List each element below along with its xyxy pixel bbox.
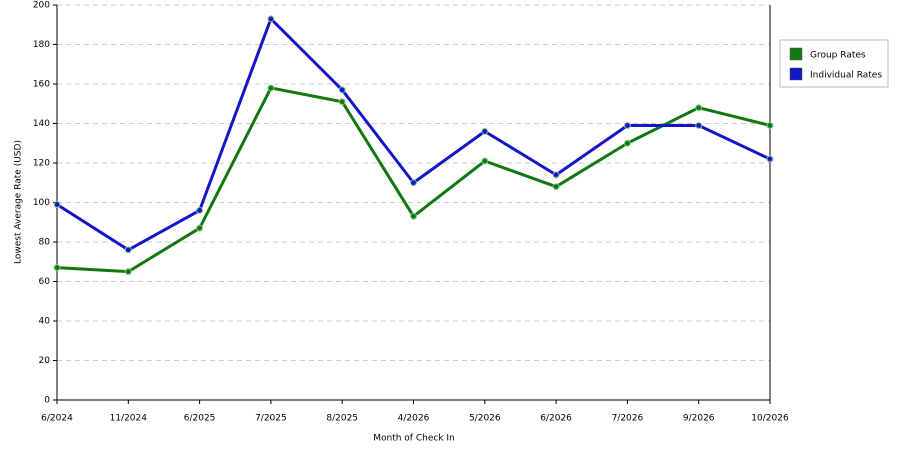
point (552, 171, 560, 179)
point (623, 139, 631, 147)
point (124, 246, 132, 254)
point (267, 84, 275, 92)
y-tick-label: 140 (33, 119, 50, 129)
legend-label: Group Rates (810, 51, 866, 61)
x-tick-label: 10/2026 (751, 414, 789, 424)
x-tick-label: 6/2026 (540, 414, 572, 424)
y-axis-label: Lowest Average Rate (USD) (14, 140, 24, 264)
y-tick-label: 0 (44, 396, 50, 406)
point (552, 183, 560, 191)
x-tick-label: 8/2025 (326, 414, 358, 424)
y-tick-label: 80 (39, 238, 51, 248)
point (410, 212, 417, 220)
point (53, 200, 61, 208)
point (695, 104, 703, 112)
point (481, 157, 489, 165)
point (124, 268, 132, 276)
x-tick-label: 4/2026 (398, 414, 430, 424)
point (695, 121, 703, 129)
point (196, 206, 204, 214)
x-tick-label: 7/2026 (612, 414, 644, 424)
x-tick-label: 7/2025 (255, 414, 287, 424)
legend-swatch (789, 47, 803, 61)
point (623, 121, 631, 129)
point (338, 86, 346, 94)
point (267, 15, 275, 23)
y-tick-label: 160 (33, 80, 50, 90)
point (410, 179, 417, 187)
x-axis-label: Month of Check In (373, 434, 455, 444)
x-tick-label: 6/2025 (184, 414, 216, 424)
point (481, 127, 489, 135)
y-tick-label: 20 (39, 356, 51, 366)
point (766, 121, 774, 129)
y-tick-label: 180 (33, 40, 50, 50)
y-tick-label: 40 (39, 317, 51, 327)
legend-swatch (789, 67, 803, 81)
x-tick-label: 9/2026 (683, 414, 715, 424)
point (338, 98, 346, 106)
point (766, 155, 774, 163)
x-tick-label: 6/2024 (41, 414, 73, 424)
x-tick-label: 11/2024 (110, 414, 148, 424)
y-tick-label: 60 (39, 277, 51, 287)
y-tick-label: 120 (33, 159, 50, 169)
legend-label: Individual Rates (810, 71, 882, 81)
y-tick-label: 200 (33, 1, 50, 11)
point (53, 264, 61, 272)
point (196, 224, 204, 232)
y-tick-label: 100 (33, 198, 50, 208)
x-tick-label: 5/2026 (469, 414, 501, 424)
